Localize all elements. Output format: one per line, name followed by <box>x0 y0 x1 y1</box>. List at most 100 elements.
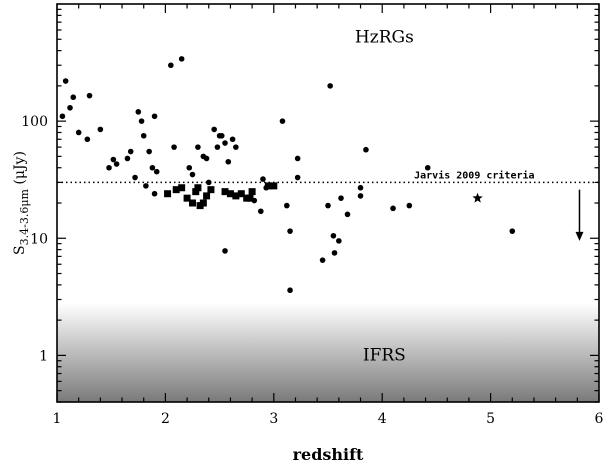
data-point-circle <box>257 208 264 215</box>
y-tick-label: 100 <box>21 114 48 130</box>
y-axis-title-subscript: 3.4-3.6μm <box>18 188 31 245</box>
x-tick-label: 5 <box>486 411 495 427</box>
data-point-circle <box>294 174 301 181</box>
data-point-square <box>246 194 254 202</box>
criteria-arrow-head <box>575 231 584 241</box>
data-point-circle <box>424 164 431 171</box>
ifrs-region <box>57 303 599 402</box>
data-point-circle <box>84 136 91 143</box>
data-point-square <box>192 188 200 196</box>
x-axis-title: redshift <box>293 445 364 464</box>
data-point-circle <box>149 164 156 171</box>
data-point-circle <box>59 113 66 120</box>
data-point-circle <box>344 211 351 218</box>
data-point-circle <box>124 155 131 162</box>
data-point-circle <box>222 248 228 254</box>
data-point-square <box>237 190 245 198</box>
data-point-circle <box>106 164 112 171</box>
data-point-circle <box>331 250 338 256</box>
data-point-circle <box>325 202 331 209</box>
hzrgs-label: HzRGs <box>355 27 414 47</box>
data-point-circle <box>214 144 221 150</box>
data-point-circle <box>189 171 196 178</box>
data-point-circle <box>203 155 210 162</box>
data-point-square <box>164 190 172 198</box>
data-point-circle <box>211 126 217 133</box>
data-point-circle <box>218 132 225 139</box>
data-point-circle <box>357 193 364 199</box>
data-point-square <box>248 188 256 196</box>
x-tick-label: 2 <box>161 411 170 427</box>
data-point-square <box>226 190 234 198</box>
data-point-circle <box>140 132 147 139</box>
data-point-circle <box>287 228 293 234</box>
data-point-circle <box>75 129 82 136</box>
data-point-circle <box>168 62 174 69</box>
data-point-square <box>194 184 202 192</box>
data-point-circle <box>113 161 120 167</box>
data-point-circle <box>279 118 286 124</box>
data-point-circle <box>70 94 77 101</box>
x-tick-label: 6 <box>595 411 604 427</box>
y-axis-title-main: S <box>12 245 28 255</box>
data-point-circle <box>205 179 212 186</box>
data-point-circle <box>153 168 160 175</box>
data-point-square <box>207 186 215 194</box>
x-tick-label: 4 <box>378 411 387 427</box>
data-point-circle <box>86 92 93 99</box>
data-point-square <box>172 186 180 194</box>
y-tick-label: 10 <box>30 231 48 247</box>
y-tick-label: 1 <box>39 348 48 364</box>
data-point-circle <box>132 174 138 181</box>
data-point-circle <box>225 158 232 165</box>
data-point-circle <box>135 109 142 115</box>
y-axis-title: S3.4-3.6μm (μJy) <box>12 151 31 255</box>
data-point-circle <box>62 78 69 84</box>
data-point-square <box>203 192 211 200</box>
data-point-circle <box>222 140 228 146</box>
data-point-circle <box>151 113 158 120</box>
data-point-circle <box>260 176 266 182</box>
data-point-circle <box>357 184 364 191</box>
data-point-square <box>183 194 191 202</box>
data-point-square <box>199 199 207 207</box>
data-point-square <box>221 188 229 196</box>
data-point-circle <box>287 287 293 294</box>
data-point-circle <box>127 148 134 155</box>
criteria-label: Jarvis 2009 criteria <box>414 169 534 181</box>
x-tick-label: 3 <box>269 411 278 427</box>
data-point-circle <box>143 183 149 189</box>
data-point-circle <box>97 126 104 133</box>
data-point-circle <box>363 146 369 153</box>
data-point-circle <box>284 202 290 209</box>
data-point-circle <box>319 257 326 263</box>
data-point-circle <box>195 144 201 150</box>
data-point-circle <box>171 144 177 150</box>
data-point-circle <box>294 155 301 162</box>
data-point-square <box>189 199 196 207</box>
data-point-square <box>232 192 240 200</box>
data-point-circle <box>406 202 413 209</box>
data-point-square <box>270 182 278 190</box>
data-point-star <box>472 192 483 203</box>
data-point-circle <box>330 232 337 239</box>
data-point-circle <box>233 144 239 150</box>
ifrs-label: IFRS <box>363 346 406 366</box>
data-point-circle <box>178 56 185 62</box>
x-tick-label: 1 <box>53 411 62 427</box>
data-point-circle <box>327 83 333 89</box>
data-point-circle <box>146 148 152 155</box>
data-point-circle <box>110 156 117 163</box>
data-point-circle <box>336 238 342 244</box>
data-point-circle <box>67 104 73 111</box>
data-point-circle <box>151 190 158 197</box>
data-point-circle <box>138 118 145 124</box>
data-point-circle <box>338 195 344 201</box>
data-point-square <box>264 182 272 190</box>
y-axis-title-unit: (μJy) <box>12 151 28 189</box>
data-point-circle <box>229 136 236 143</box>
data-point-circle <box>509 228 516 234</box>
data-point-circle <box>390 205 396 212</box>
data-point-circle <box>186 164 193 171</box>
